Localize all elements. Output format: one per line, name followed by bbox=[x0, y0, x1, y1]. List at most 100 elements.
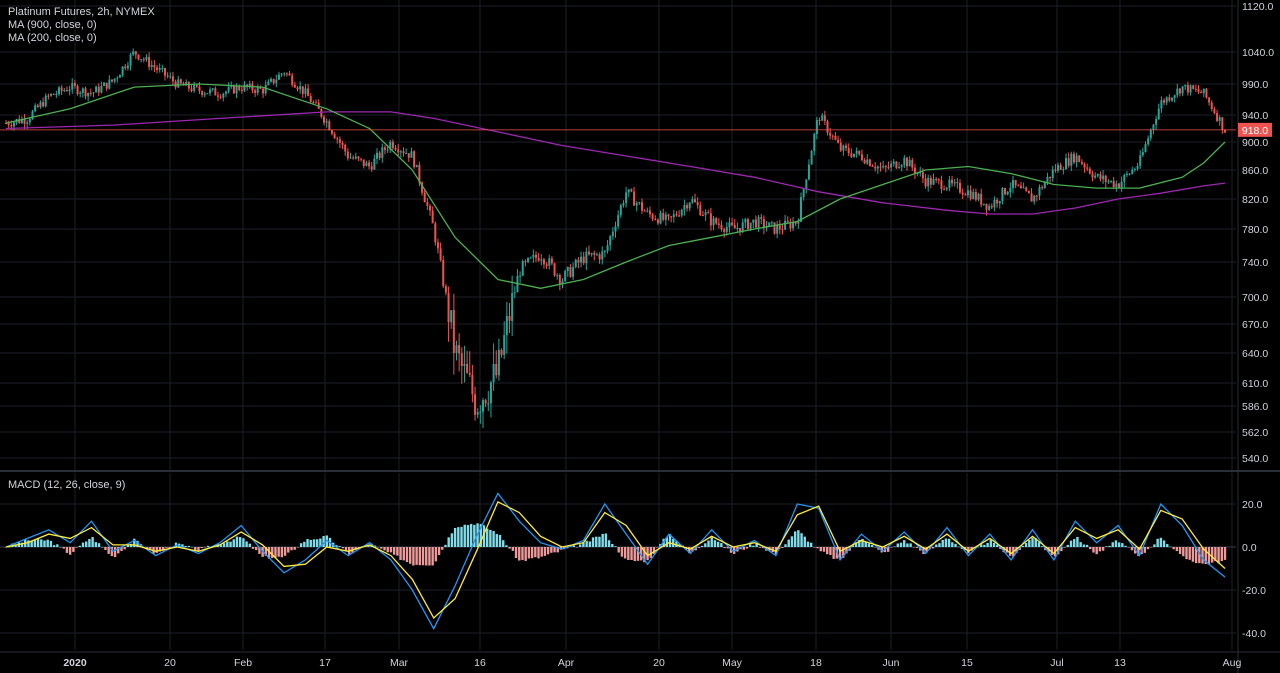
macd-histogram-bar bbox=[1207, 547, 1211, 565]
price-tick-label: 562.0 bbox=[1242, 427, 1268, 439]
time-tick-label: 13 bbox=[1114, 657, 1126, 669]
macd-histogram-bar bbox=[184, 546, 187, 547]
candle-body bbox=[686, 205, 689, 209]
macd-histogram-bar bbox=[200, 547, 203, 549]
macd-histogram-bar bbox=[957, 546, 960, 548]
candle-body bbox=[1165, 97, 1168, 103]
time-tick-label: Aug bbox=[1223, 657, 1242, 669]
candle-body bbox=[34, 105, 37, 112]
candle-body bbox=[800, 197, 802, 222]
candle-body bbox=[638, 202, 641, 204]
macd-tick-label: 0.0 bbox=[1242, 542, 1257, 554]
macd-histogram-bar bbox=[1130, 547, 1134, 551]
candle-body bbox=[479, 411, 482, 413]
macd-histogram-bar bbox=[886, 547, 890, 552]
macd-histogram-bar bbox=[838, 547, 842, 560]
macd-tick-label: -40.0 bbox=[1242, 628, 1266, 640]
macd-histogram-bar bbox=[652, 547, 656, 554]
macd-histogram-bar bbox=[890, 547, 893, 548]
macd-histogram-bar bbox=[903, 540, 906, 547]
candle-body bbox=[879, 166, 882, 168]
candle-body bbox=[235, 86, 238, 94]
macd-histogram-bar bbox=[614, 546, 617, 547]
candle-body bbox=[585, 251, 588, 264]
macd-histogram-bar bbox=[283, 547, 287, 556]
candle-body bbox=[148, 56, 151, 67]
price-tick-label: 740.0 bbox=[1242, 257, 1268, 269]
macd-histogram-bar bbox=[219, 544, 223, 547]
candle-body bbox=[1163, 100, 1166, 103]
macd-histogram-bar bbox=[453, 527, 457, 547]
macd-histogram-bar bbox=[858, 539, 861, 547]
macd-histogram-bar bbox=[65, 547, 69, 553]
candle-body bbox=[65, 90, 68, 92]
candle-body bbox=[937, 179, 940, 181]
macd-histogram-bar bbox=[1217, 547, 1220, 564]
candle-body bbox=[222, 93, 225, 98]
macd-histogram-bar bbox=[540, 547, 543, 557]
candle-body bbox=[1046, 176, 1049, 183]
macd-histogram-bar bbox=[1169, 546, 1172, 548]
macd-histogram-bar bbox=[649, 547, 652, 558]
candle-body bbox=[1216, 113, 1219, 121]
candle-body bbox=[1115, 183, 1118, 188]
candle-body bbox=[921, 172, 924, 179]
candle-body bbox=[659, 213, 662, 224]
candle-body bbox=[293, 84, 296, 88]
macd-histogram-bar bbox=[444, 544, 447, 547]
candle-body bbox=[1186, 84, 1189, 93]
macd-histogram-bar bbox=[915, 547, 919, 548]
candle-body bbox=[179, 79, 182, 84]
macd-histogram-bar bbox=[123, 547, 126, 550]
macd-histogram-bar bbox=[81, 542, 85, 547]
candle-body bbox=[1224, 129, 1226, 133]
candle-body bbox=[953, 182, 956, 184]
candle-body bbox=[1072, 153, 1075, 163]
candle-body bbox=[781, 229, 784, 231]
candle-body bbox=[770, 222, 773, 224]
candle-body bbox=[484, 400, 487, 404]
candle-body bbox=[688, 202, 691, 209]
macd-histogram-bar bbox=[604, 533, 608, 547]
last-price-tag bbox=[1238, 122, 1272, 137]
candle-body bbox=[497, 349, 500, 376]
candle-body bbox=[611, 231, 614, 237]
candle-body bbox=[426, 202, 429, 206]
macd-histogram-bar bbox=[986, 542, 989, 547]
candle-body bbox=[36, 105, 39, 108]
macd-histogram-bar bbox=[194, 547, 197, 551]
candle-body bbox=[482, 400, 484, 412]
macd-histogram-bar bbox=[585, 540, 588, 547]
candle-body bbox=[691, 199, 694, 203]
macd-histogram-bar bbox=[238, 537, 242, 547]
ma200-line bbox=[5, 83, 1226, 289]
candle-body bbox=[654, 218, 657, 220]
candle-body bbox=[1017, 185, 1020, 187]
macd-histogram-bar bbox=[158, 547, 162, 552]
candle-body bbox=[701, 215, 704, 217]
macd-histogram-bar bbox=[931, 547, 935, 549]
candle-body bbox=[150, 65, 153, 67]
macd-histogram-bar bbox=[187, 545, 191, 547]
macd-histogram-bar bbox=[255, 547, 258, 551]
candle-body bbox=[23, 118, 26, 124]
candle-body bbox=[474, 394, 477, 415]
candle-body bbox=[466, 363, 469, 373]
macd-histogram-bar bbox=[469, 523, 473, 547]
macd-histogram-bar bbox=[155, 547, 158, 553]
candle-body bbox=[839, 142, 842, 151]
candle-body bbox=[1107, 181, 1110, 183]
candle-body bbox=[338, 139, 341, 143]
time-tick-label: 20 bbox=[164, 657, 176, 669]
macd-histogram-bar bbox=[78, 545, 81, 547]
candle-body bbox=[773, 222, 776, 234]
macd-histogram-bar bbox=[274, 547, 277, 558]
macd-histogram-bar bbox=[591, 537, 595, 547]
candle-body bbox=[68, 89, 71, 92]
macd-histogram-bar bbox=[303, 541, 306, 547]
price-tick-label: 900.0 bbox=[1242, 137, 1268, 149]
candle-body bbox=[1006, 192, 1009, 195]
candle-body bbox=[1131, 169, 1134, 174]
macd-histogram-bar bbox=[935, 544, 938, 547]
